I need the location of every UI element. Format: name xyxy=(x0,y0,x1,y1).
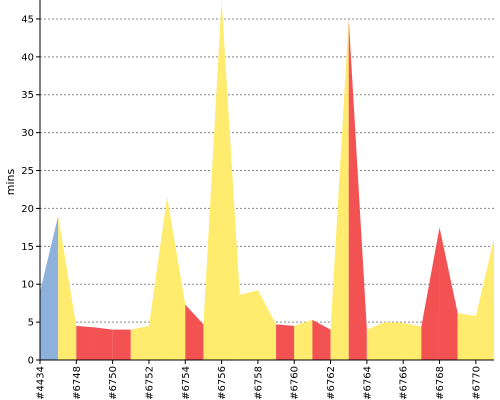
y-tick-label: 10 xyxy=(21,280,34,291)
y-axis: 0 5 10 15 20 25 30 35 40 45 xyxy=(21,0,41,367)
area-segment xyxy=(130,325,149,360)
x-tick-label: #6760 xyxy=(290,366,301,400)
area-segment xyxy=(94,327,113,360)
y-tick-label: 25 xyxy=(21,166,34,177)
y-tick-label: 5 xyxy=(28,318,34,329)
area-segment xyxy=(203,0,222,360)
area-segment xyxy=(185,304,204,360)
y-tick-label: 35 xyxy=(21,90,34,101)
gridlines xyxy=(40,18,494,323)
y-tick-label: 15 xyxy=(21,242,34,253)
area-segment xyxy=(457,313,476,360)
x-tick-label: #6754 xyxy=(181,366,192,400)
area-segment xyxy=(330,18,349,361)
area-segment xyxy=(366,322,386,360)
area-segment xyxy=(257,290,277,360)
x-tick-label: #6758 xyxy=(253,366,264,400)
area-segment xyxy=(421,227,440,360)
y-axis-label: mins xyxy=(4,168,17,195)
area-segment xyxy=(385,322,404,360)
x-tick-label: #6768 xyxy=(435,366,446,400)
x-tick-label: #6756 xyxy=(217,366,228,400)
x-tick-label: #4434 xyxy=(36,366,47,400)
x-tick-label: #6764 xyxy=(362,366,373,400)
y-tick-label: 0 xyxy=(28,356,34,367)
x-axis: #4434 #6748 #6750 #6752 #6754 #6756 #6758 #6760… xyxy=(36,359,494,400)
area-segment xyxy=(112,329,131,360)
area-segment xyxy=(221,0,240,360)
x-tick-label: #6770 xyxy=(471,366,482,400)
x-tick-label: #6752 xyxy=(144,366,155,400)
area-segment xyxy=(439,227,458,360)
area-segment xyxy=(475,238,494,360)
area-segment xyxy=(58,216,77,360)
x-tick-label: #6750 xyxy=(108,366,119,400)
area-segment xyxy=(167,197,186,360)
x-tick-label: #6766 xyxy=(399,366,410,400)
plot-area xyxy=(40,0,494,361)
y-tick-label: 40 xyxy=(21,52,34,63)
y-tick-label: 30 xyxy=(21,128,34,139)
area-segment xyxy=(348,18,367,361)
area-segment xyxy=(294,319,313,360)
area-segment xyxy=(276,324,295,360)
y-tick-label: 45 xyxy=(21,14,34,25)
area-segment xyxy=(239,290,258,360)
x-tick-label: #6748 xyxy=(72,366,83,400)
y-tick-label: 20 xyxy=(21,204,34,215)
area-segment xyxy=(40,216,59,360)
area-segment xyxy=(76,325,95,360)
x-tick-label: #6762 xyxy=(326,366,337,400)
area-segment xyxy=(403,322,422,360)
area-segment xyxy=(312,319,331,360)
area-segment xyxy=(148,197,168,360)
